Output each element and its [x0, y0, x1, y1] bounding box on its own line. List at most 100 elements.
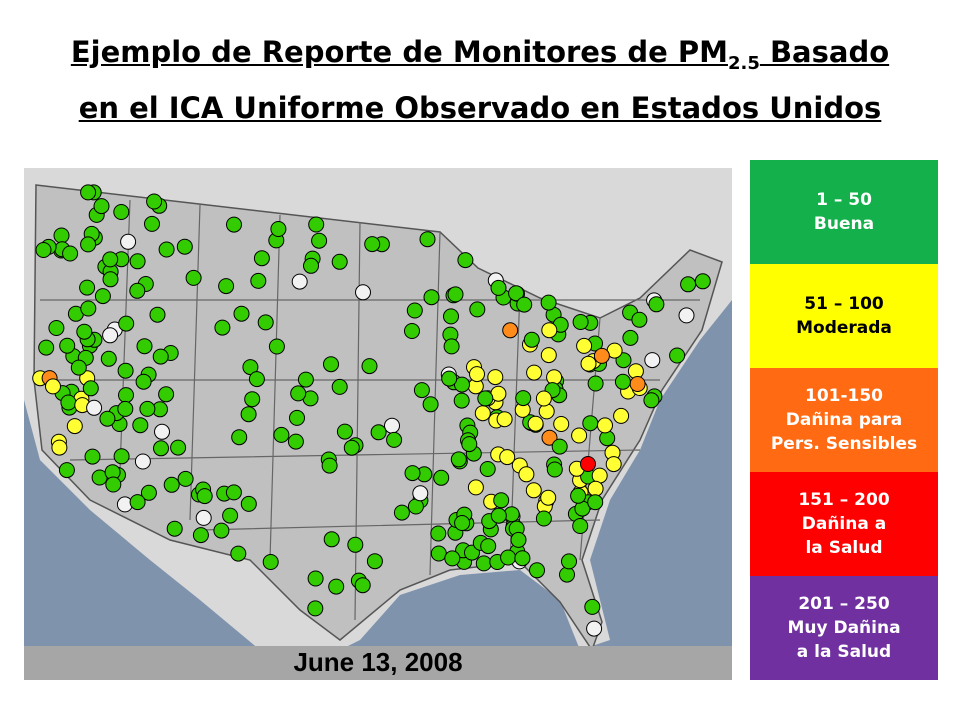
monitor-dot	[152, 348, 169, 365]
monitor-dot	[336, 423, 353, 440]
monitor-dot	[129, 282, 146, 299]
monitor-dot	[105, 476, 122, 493]
monitor-dot	[423, 289, 440, 306]
monitor-dot	[622, 329, 639, 346]
monitor-dot	[587, 480, 604, 497]
monitor-dot	[540, 347, 557, 364]
monitor-dot	[102, 271, 119, 288]
monitor-dot	[117, 362, 134, 379]
monitor-dot	[273, 426, 290, 443]
monitor-dot	[527, 415, 544, 432]
monitor-dots	[32, 184, 711, 637]
monitor-dot	[250, 272, 267, 289]
monitor-dot	[355, 284, 371, 301]
monitor-dot	[499, 449, 516, 466]
monitor-dot	[307, 600, 324, 617]
monitor-dot	[541, 429, 558, 446]
monitor-dot	[311, 232, 328, 249]
monitor-dot	[79, 279, 96, 296]
monitor-dot	[571, 427, 588, 444]
monitor-dot	[587, 494, 604, 511]
monitor-dot	[443, 338, 460, 355]
legend-swatch	[750, 472, 938, 576]
monitor-dot	[166, 520, 183, 537]
monitor-dot	[669, 347, 686, 364]
legend-label: 201 – 250	[798, 594, 889, 614]
legend-swatch	[750, 368, 938, 472]
monitor-dot	[572, 314, 589, 330]
monitor-dot	[582, 415, 599, 432]
monitor-dot	[94, 288, 111, 305]
monitor-dot	[240, 406, 257, 423]
legend-label: Pers. Sensibles	[771, 434, 917, 454]
monitor-dot	[76, 323, 93, 340]
monitor-dot	[629, 376, 646, 392]
monitor-dot	[526, 364, 543, 381]
monitor-dot	[430, 545, 447, 562]
legend-label: Buena	[814, 214, 874, 234]
monitor-dot	[80, 184, 97, 201]
monitor-dot	[192, 527, 209, 544]
monitor-dot	[631, 311, 648, 328]
monitor-dot	[240, 495, 257, 512]
monitor-dot	[443, 308, 459, 325]
monitor-dot	[515, 390, 532, 407]
monitor-dot	[541, 322, 558, 339]
slide-title: Ejemplo de Reporte de Monitores de PM2.5…	[0, 30, 960, 130]
monitor-dot	[158, 386, 175, 403]
legend-swatch	[750, 160, 938, 264]
monitor-dot	[580, 456, 596, 472]
monitor-dot	[45, 378, 61, 395]
monitor-dot	[93, 198, 110, 215]
monitor-dot	[51, 439, 68, 456]
monitor-dot	[508, 285, 525, 302]
title-text: en el ICA Uniforme Observado en Estados …	[78, 90, 882, 125]
monitor-dot	[177, 470, 194, 487]
legend-label: 151 – 200	[798, 490, 889, 510]
monitor-dot	[120, 233, 137, 250]
monitor-dot	[586, 620, 603, 637]
monitor-dot	[580, 355, 597, 372]
monitor-dot	[516, 296, 533, 313]
legend-swatch	[750, 264, 938, 368]
monitor-dot	[475, 555, 492, 572]
monitor-dot	[444, 550, 461, 567]
monitor-dot	[321, 457, 338, 474]
monitor-dot	[289, 409, 305, 426]
monitor-dot	[66, 418, 83, 435]
monitor-dot	[158, 241, 175, 258]
monitor-dot	[457, 252, 474, 269]
monitor-dot	[461, 436, 478, 453]
legend-label: 101-150	[805, 386, 883, 406]
date-band	[24, 646, 732, 680]
monitor-dot	[62, 245, 79, 262]
monitor-dot	[213, 522, 230, 539]
monitor-dot	[393, 504, 410, 521]
monitor-dot	[323, 531, 340, 548]
monitor-dot	[572, 518, 589, 534]
monitor-dot	[84, 448, 101, 465]
monitor-dot	[185, 269, 202, 286]
monitor-dot	[233, 305, 250, 322]
monitor-dot	[441, 370, 458, 387]
monitor-dot	[117, 400, 134, 417]
monitor-dot	[136, 338, 153, 355]
monitor-dot	[86, 399, 103, 416]
monitor-dot	[518, 466, 535, 483]
monitor-dot	[487, 369, 504, 386]
monitor-dot	[361, 358, 378, 375]
monitor-dot	[510, 531, 527, 548]
monitor-dot	[113, 204, 130, 220]
monitor-dot	[139, 400, 156, 417]
monitor-dot	[113, 448, 130, 465]
monitor-dot	[540, 489, 557, 506]
monitor-dot	[291, 273, 308, 290]
monitor-dot	[297, 371, 314, 388]
monitor-dot	[469, 366, 485, 383]
title-text: Ejemplo de Reporte de Monitores de PM	[70, 35, 728, 69]
legend-label: Muy Dañina	[787, 618, 900, 638]
monitor-dot	[343, 439, 360, 456]
monitor-dot	[422, 396, 439, 413]
monitor-dot	[538, 403, 555, 420]
